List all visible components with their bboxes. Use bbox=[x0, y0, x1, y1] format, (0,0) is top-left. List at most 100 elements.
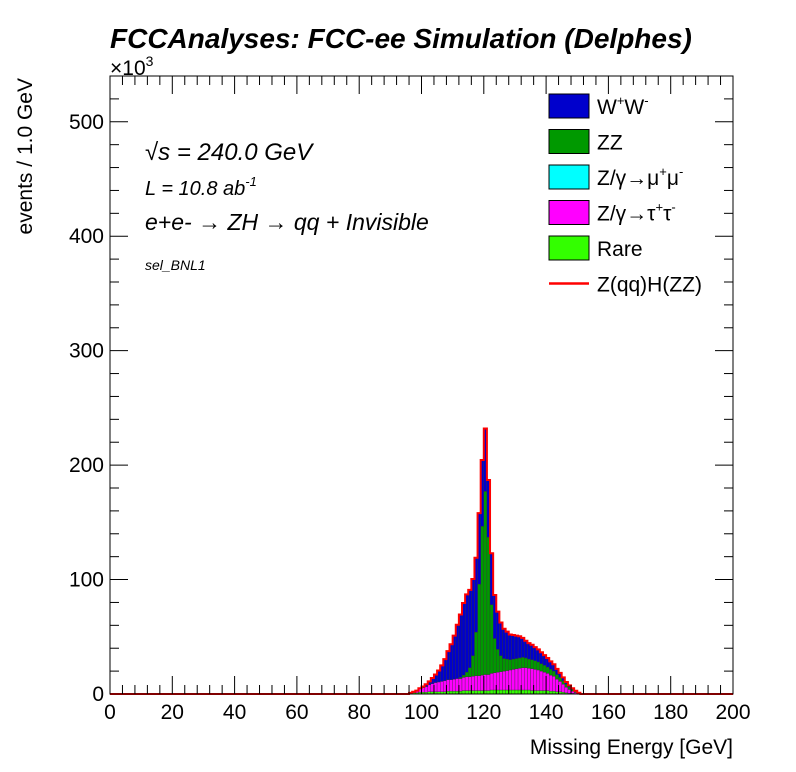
bin-bar bbox=[499, 689, 503, 695]
series-5 bbox=[110, 427, 733, 695]
bin-bar bbox=[549, 674, 553, 692]
bin-bar bbox=[440, 681, 444, 692]
lumi-annotation: L = 10.8 ab-1 bbox=[145, 174, 257, 200]
legend-label: W+W- bbox=[597, 93, 649, 119]
bin-bar bbox=[477, 690, 481, 695]
bin-bar bbox=[464, 676, 469, 691]
bin-bar bbox=[536, 690, 541, 695]
bin-bar bbox=[552, 676, 556, 692]
x-tick-label: 80 bbox=[348, 701, 371, 724]
x-tick-label: 160 bbox=[591, 701, 626, 724]
bin-bar bbox=[492, 638, 497, 674]
bin-bar bbox=[514, 668, 519, 691]
process-annotation: e+e- → ZH → qq + Invisible bbox=[145, 209, 429, 235]
legend-label: Z(qq)H(ZZ) bbox=[597, 274, 702, 297]
legend-label: Rare bbox=[597, 238, 643, 261]
bin-bar bbox=[468, 667, 472, 678]
y-tick-label: 100 bbox=[69, 569, 104, 592]
bin-bar bbox=[477, 675, 481, 691]
y-tick-label: 200 bbox=[69, 454, 104, 477]
y-tick-label: 300 bbox=[69, 340, 104, 363]
legend-swatch bbox=[548, 129, 590, 154]
bin-bar bbox=[508, 634, 513, 660]
bin-bar bbox=[436, 681, 441, 692]
legend-item: Z(qq)H(ZZ) bbox=[549, 274, 702, 297]
selection-annotation: sel_BNL1 bbox=[145, 257, 206, 273]
x-tick-label: 180 bbox=[653, 701, 688, 724]
y-tick-label: 0 bbox=[92, 683, 104, 706]
bin-bar bbox=[542, 665, 547, 673]
legend-label: ZZ bbox=[597, 132, 623, 155]
legend-swatch bbox=[548, 164, 590, 190]
bin-bar bbox=[502, 689, 506, 695]
bin-bar bbox=[514, 689, 519, 695]
x-tick-label: 0 bbox=[104, 701, 116, 724]
bin-bar bbox=[486, 674, 491, 691]
bin-bar bbox=[533, 660, 537, 670]
bin-bar bbox=[505, 658, 509, 671]
bin-bar bbox=[549, 669, 553, 676]
y-axis-label: events / 1.0 GeV bbox=[14, 78, 37, 234]
legend-item: Z/γ→τ+τ- bbox=[548, 200, 676, 226]
legend-item: Rare bbox=[548, 235, 643, 261]
bin-bar bbox=[511, 689, 516, 695]
bin-bar bbox=[480, 526, 484, 676]
y-tick-label: 500 bbox=[69, 111, 104, 134]
bin-bar bbox=[461, 677, 466, 691]
y-axis: 0 100 200 300 400 500 bbox=[69, 75, 733, 706]
series-line bbox=[110, 427, 733, 695]
bin-bar bbox=[489, 604, 494, 674]
bin-bar bbox=[555, 674, 559, 680]
bin-bar bbox=[508, 659, 513, 671]
legend-item: W+W- bbox=[548, 93, 649, 119]
x-tick-label: 140 bbox=[529, 701, 564, 724]
bin-bar bbox=[539, 670, 544, 691]
bin-bar bbox=[502, 628, 506, 659]
bin-bar bbox=[477, 583, 481, 676]
bin-bar bbox=[489, 673, 494, 691]
x-tick-label: 200 bbox=[715, 701, 750, 724]
bin-bar bbox=[514, 658, 519, 669]
y-exponent-label: ×103 bbox=[110, 53, 154, 80]
bin-bar bbox=[464, 672, 469, 678]
bin-bar bbox=[486, 690, 491, 695]
series-3 bbox=[458, 491, 581, 694]
x-tick-label: 20 bbox=[161, 701, 184, 724]
x-tick-label: 40 bbox=[223, 701, 246, 724]
bin-bar bbox=[461, 690, 466, 695]
bin-bar bbox=[517, 657, 522, 669]
x-tick-label: 60 bbox=[285, 701, 308, 724]
x-axis-label: Missing Energy [GeV] bbox=[530, 736, 733, 759]
legend-label: Z/γ→τ+τ- bbox=[597, 200, 676, 226]
bin-bar bbox=[449, 679, 453, 692]
series-4 bbox=[418, 428, 581, 694]
bin-bar bbox=[552, 670, 556, 677]
bin-bar bbox=[521, 657, 525, 668]
bin-bar bbox=[502, 670, 506, 691]
chart-title: FCCAnalyses: FCC-ee Simulation (Delphes) bbox=[110, 23, 692, 54]
bin-bar bbox=[545, 666, 550, 674]
bin-bar bbox=[464, 594, 469, 673]
bin-bar bbox=[524, 689, 528, 695]
bin-bar bbox=[502, 658, 506, 672]
bin-bar bbox=[505, 631, 509, 660]
sqrt-s-annotation: √s = 240.0 GeV bbox=[145, 139, 314, 166]
bin-bar bbox=[464, 690, 469, 695]
bin-bar bbox=[452, 678, 456, 692]
bin-bar bbox=[564, 686, 569, 694]
bin-bar bbox=[461, 674, 466, 678]
bin-bar bbox=[474, 632, 478, 676]
bin-bar bbox=[511, 634, 516, 660]
bin-bar bbox=[530, 659, 534, 669]
legend-item: Z/γ→μ+μ- bbox=[548, 164, 683, 190]
legend-swatch bbox=[548, 200, 590, 225]
bin-bar bbox=[474, 690, 478, 695]
bin-bar bbox=[561, 684, 565, 693]
bin-bar bbox=[468, 589, 472, 668]
bin-bar bbox=[517, 636, 522, 659]
svg-text:×103: ×103 bbox=[110, 53, 154, 80]
bin-bar bbox=[474, 675, 478, 691]
bin-bar bbox=[511, 669, 516, 691]
x-axis: 0 20 40 60 80 100 120 140 160 180 200 bbox=[104, 76, 751, 724]
